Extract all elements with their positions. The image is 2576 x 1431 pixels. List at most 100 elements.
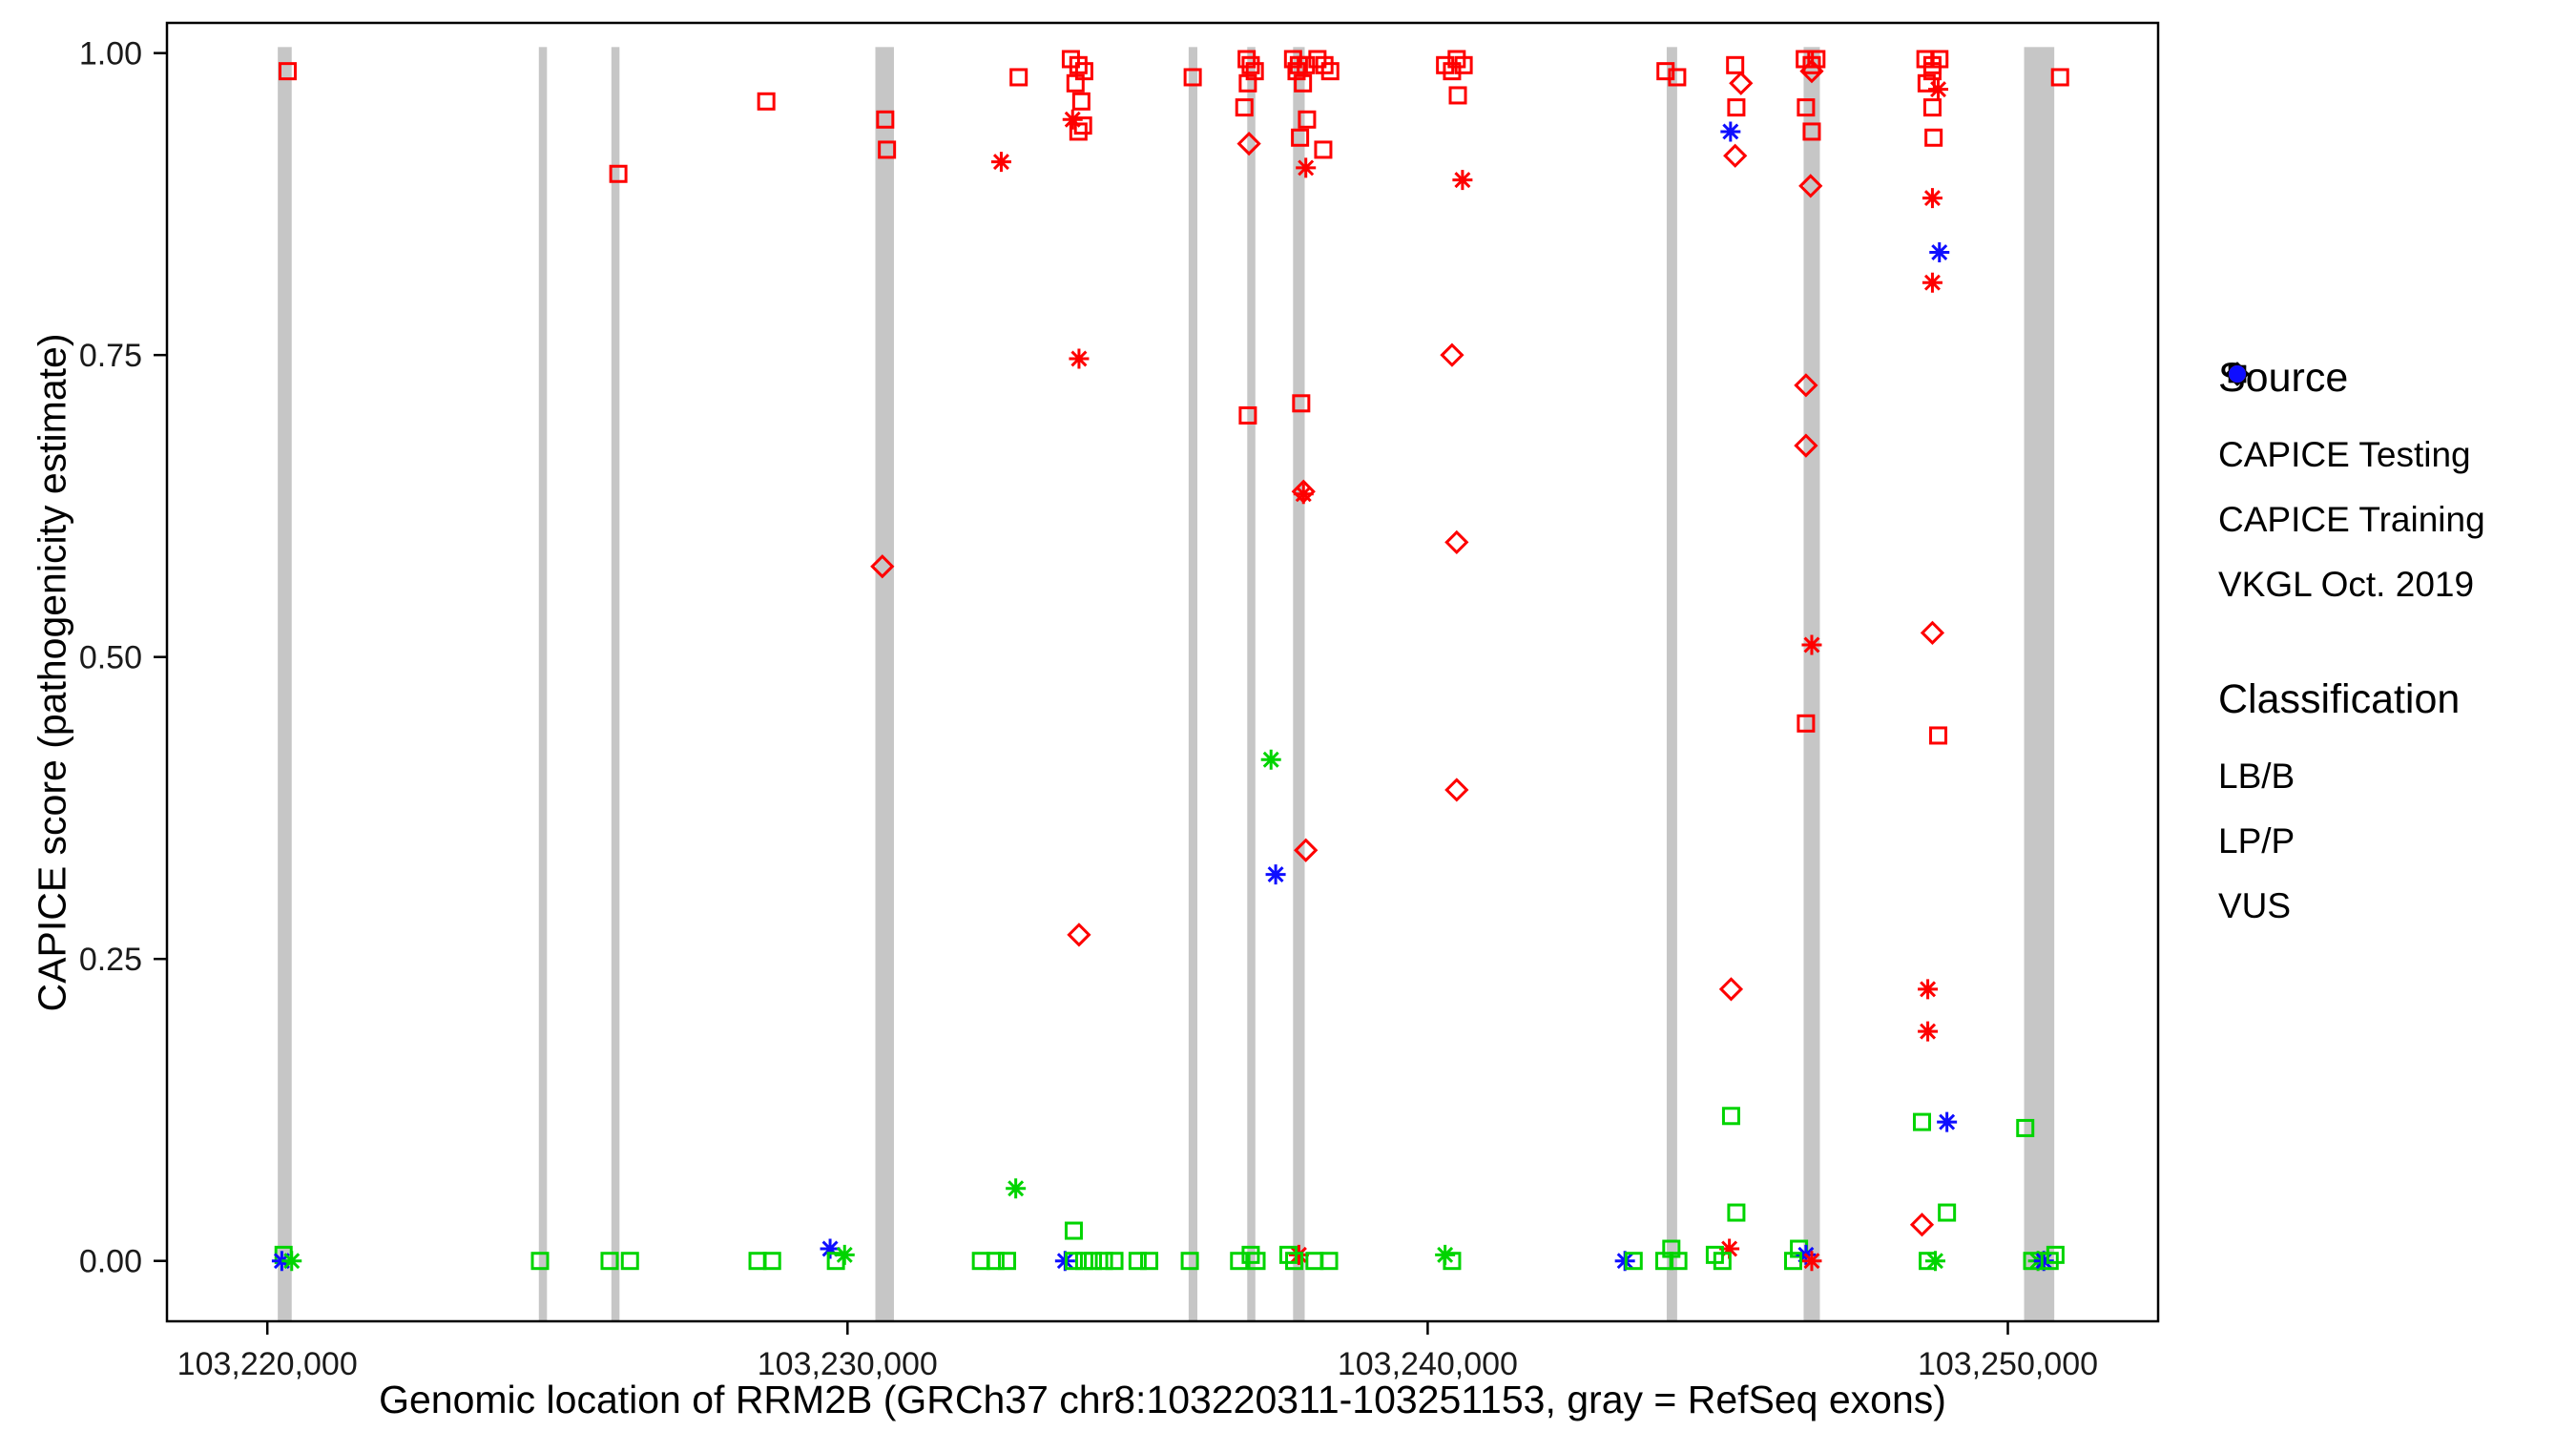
data-point-square	[1802, 122, 1821, 141]
data-point-square	[1238, 73, 1257, 93]
exon-bar	[1803, 47, 1820, 1322]
data-point-asterisk	[1918, 979, 1939, 1000]
data-point-square	[1922, 98, 1942, 117]
legend-item-label: LP/P	[2218, 821, 2296, 861]
x-tick-label: 103,240,000	[1338, 1346, 1518, 1382]
legend-item-capice-training[interactable]: CAPICE Training	[2218, 364, 2485, 552]
data-point-asterisk	[820, 1238, 841, 1259]
exon-bar	[1666, 47, 1677, 1322]
data-point-square	[1247, 1252, 1266, 1271]
data-point-diamond	[1444, 529, 1469, 555]
data-point-square	[1180, 1252, 1199, 1271]
data-point-square	[1066, 73, 1085, 93]
data-point-diamond	[1236, 131, 1261, 156]
data-point-square	[1454, 55, 1473, 74]
legend: Source CAPICE Testing CAPICE Training VK…	[2218, 355, 2485, 939]
legend-classification-section: Classification LB/B LP/P VUS	[2218, 365, 2485, 939]
legend-item-label: LB/B	[2218, 757, 2296, 796]
data-point-asterisk	[1929, 242, 1950, 263]
data-point-square	[1655, 1252, 1674, 1271]
data-point-square	[1292, 394, 1311, 413]
exon-bar	[278, 47, 292, 1322]
data-point-square	[1727, 1203, 1746, 1222]
data-point-square	[2040, 1252, 2059, 1271]
data-point-square	[1929, 726, 1948, 745]
data-point-square	[1071, 92, 1091, 111]
y-tick-label: 0.50	[79, 640, 142, 676]
data-point-square	[1140, 1252, 1159, 1271]
data-point-square	[1656, 62, 1675, 81]
legend-item-lbb[interactable]: LB/B	[2218, 365, 2485, 809]
data-point-square	[986, 1252, 1005, 1271]
data-point-asterisk	[1006, 1178, 1027, 1199]
data-point-square	[1069, 122, 1088, 141]
data-point-square	[878, 140, 897, 159]
data-point-asterisk	[1922, 188, 1942, 209]
data-point-square	[1094, 1252, 1113, 1271]
data-point-square	[1721, 1107, 1740, 1126]
data-point-square	[1802, 55, 1821, 74]
data-point-diamond	[1799, 59, 1824, 84]
data-point-square	[1183, 68, 1202, 87]
data-point-square	[1128, 1252, 1147, 1271]
data-point-square	[1283, 50, 1302, 69]
data-point-square	[1784, 1252, 1803, 1271]
exon-bar	[875, 47, 894, 1322]
data-point-asterisk	[281, 1251, 302, 1272]
data-point-diamond	[1729, 71, 1754, 95]
data-point-asterisk	[1260, 749, 1281, 770]
data-point-asterisk	[1928, 79, 1949, 100]
data-point-asterisk	[1801, 1251, 1822, 1272]
legend-source-section: Source CAPICE Testing CAPICE Training VK…	[2218, 355, 2485, 617]
data-point-square	[1319, 1252, 1339, 1271]
data-point-square	[1230, 1252, 1249, 1271]
data-point-square	[1084, 1252, 1103, 1271]
data-point-square	[2046, 1245, 2065, 1264]
data-point-asterisk	[1719, 1238, 1740, 1259]
data-point-diamond	[1291, 479, 1316, 504]
blue-dot-icon	[2229, 365, 2246, 383]
data-point-square	[1241, 1245, 1260, 1264]
data-point-square	[1938, 1203, 1957, 1222]
data-point-square	[1235, 98, 1254, 117]
data-point-square	[1443, 1252, 1462, 1271]
legend-item-label: VKGL Oct. 2019	[2218, 565, 2475, 604]
data-point-square	[971, 1252, 990, 1271]
data-point-diamond	[1718, 977, 1744, 1002]
legend-item-vus[interactable]: VUS	[2218, 365, 2485, 939]
legend-source-title: Source	[2218, 355, 2349, 401]
exon-bar	[538, 47, 548, 1322]
y-axis-title: CAPICE score (pathogenicity estimate)	[30, 333, 74, 1012]
legend-item-capice-testing[interactable]: CAPICE Testing	[2218, 362, 2485, 487]
data-point-asterisk	[1452, 170, 1473, 191]
exon-bar	[1293, 47, 1305, 1322]
data-point-square	[1320, 62, 1340, 81]
data-point-diamond	[1920, 620, 1945, 645]
data-point-square	[1726, 55, 1745, 74]
data-point-square	[1797, 714, 1816, 733]
data-point-square	[1443, 62, 1462, 81]
data-point-diamond	[1909, 1213, 1935, 1237]
data-point-diamond	[870, 554, 895, 579]
data-point-square	[1294, 73, 1313, 93]
data-point-square	[1238, 405, 1257, 425]
data-point-diamond	[1794, 373, 1818, 398]
legend-item-vkgl[interactable]: VKGL Oct. 2019	[2218, 363, 2485, 617]
data-point-asterisk	[1062, 109, 1083, 130]
y-tick-label: 0.75	[79, 338, 142, 374]
data-point-square	[609, 164, 628, 183]
data-point-square	[1705, 1245, 1724, 1264]
legend-item-lpp[interactable]: LP/P	[2218, 365, 2485, 874]
data-point-asterisk	[1288, 1244, 1309, 1265]
legend-classification-title: Classification	[2218, 676, 2461, 722]
data-point-square	[762, 1252, 781, 1271]
data-point-square	[1278, 1245, 1298, 1264]
data-point-diamond	[1067, 923, 1091, 947]
data-point-square	[2016, 1118, 2035, 1137]
data-point-square	[1922, 62, 1942, 81]
data-point-square	[1297, 55, 1316, 74]
data-point-square	[1448, 86, 1467, 105]
exon-bar	[1188, 47, 1197, 1322]
data-point-diamond	[1294, 838, 1319, 862]
